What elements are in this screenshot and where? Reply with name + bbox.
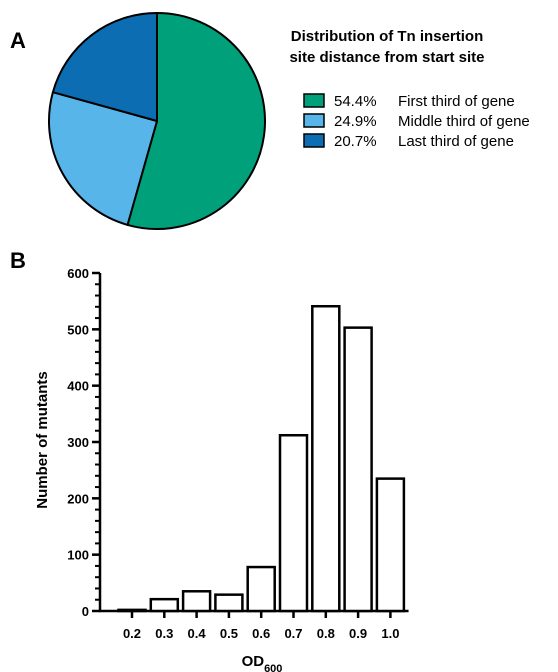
pie-title: Distribution of Tn insertion site distan… (289, 28, 484, 66)
pie-title-line-2: site distance from start site (289, 49, 484, 66)
x-axis-title: OD600 (242, 653, 283, 672)
legend-label: First third of gene (398, 93, 515, 110)
y-tick-label: 300 (67, 435, 89, 450)
panel-a-letter: A (10, 28, 26, 53)
pie-slice-2 (48, 91, 158, 226)
legend-item-3: 20.7% Last third of gene (303, 133, 514, 150)
pie-slice-3 (51, 12, 158, 122)
pie-legend: 54.4% First third of gene 24.9% Middle thir… (303, 93, 530, 150)
x-tick-label: 0.4 (188, 626, 207, 641)
y-tick-label: 100 (67, 548, 89, 563)
x-tick-label: 0.7 (284, 626, 302, 641)
x-tick-label: 0.5 (220, 626, 238, 641)
legend-percent: 54.4% (334, 93, 377, 110)
x-tick-label: 0.3 (155, 626, 173, 641)
x-tick-label: 1.0 (381, 626, 399, 641)
panel-b-letter: B (10, 248, 26, 273)
panel-a-pie-chart: A Distribution of Tn insertion site dist… (10, 12, 530, 230)
y-tick-label: 400 (67, 379, 89, 394)
legend-label: Last third of gene (398, 133, 514, 150)
legend-percent: 20.7% (334, 133, 377, 150)
pie-title-line-1: Distribution of Tn insertion (291, 28, 483, 45)
bar-0.3 (149, 597, 180, 613)
y-tick-label: 200 (67, 491, 89, 506)
y-axis-title: Number of mutants (34, 371, 51, 509)
bar-0.5 (214, 593, 244, 613)
panel-b-bar-chart: B 0 100 200 300 400 500 600 0.2 0.3 0.4 0.5 0.6 0.7 0… (10, 248, 409, 672)
x-tick-label: 0.6 (252, 626, 270, 641)
y-tick-label: 600 (67, 266, 89, 281)
x-tick-label: 0.8 (317, 626, 335, 641)
y-tick-label: 500 (67, 322, 89, 337)
bar-0.6 (246, 565, 276, 613)
bar-1.0 (375, 477, 406, 613)
legend-swatch (303, 93, 325, 108)
bar-0.8 (311, 304, 341, 613)
bar-0.2 (117, 608, 147, 613)
legend-item-2: 24.9% Middle third of gene (303, 113, 530, 130)
pie-slice-1 (126, 12, 266, 230)
x-tick-label: 0.9 (349, 626, 367, 641)
bar-0.7 (278, 433, 309, 613)
legend-item-1: 54.4% First third of gene (303, 93, 515, 110)
y-tick-label: 0 (82, 604, 89, 619)
x-tick-label: 0.2 (123, 626, 141, 641)
bar-0.9 (343, 326, 373, 613)
legend-swatch (303, 113, 325, 128)
legend-swatch (303, 133, 325, 148)
bar-0.4 (181, 590, 212, 613)
legend-percent: 24.9% (334, 113, 377, 130)
x-axis-title-main: OD (242, 653, 265, 670)
pie-slices (48, 12, 266, 230)
bars (117, 304, 406, 613)
legend-label: Middle third of gene (398, 113, 530, 130)
x-axis-title-subscript: 600 (264, 663, 282, 672)
